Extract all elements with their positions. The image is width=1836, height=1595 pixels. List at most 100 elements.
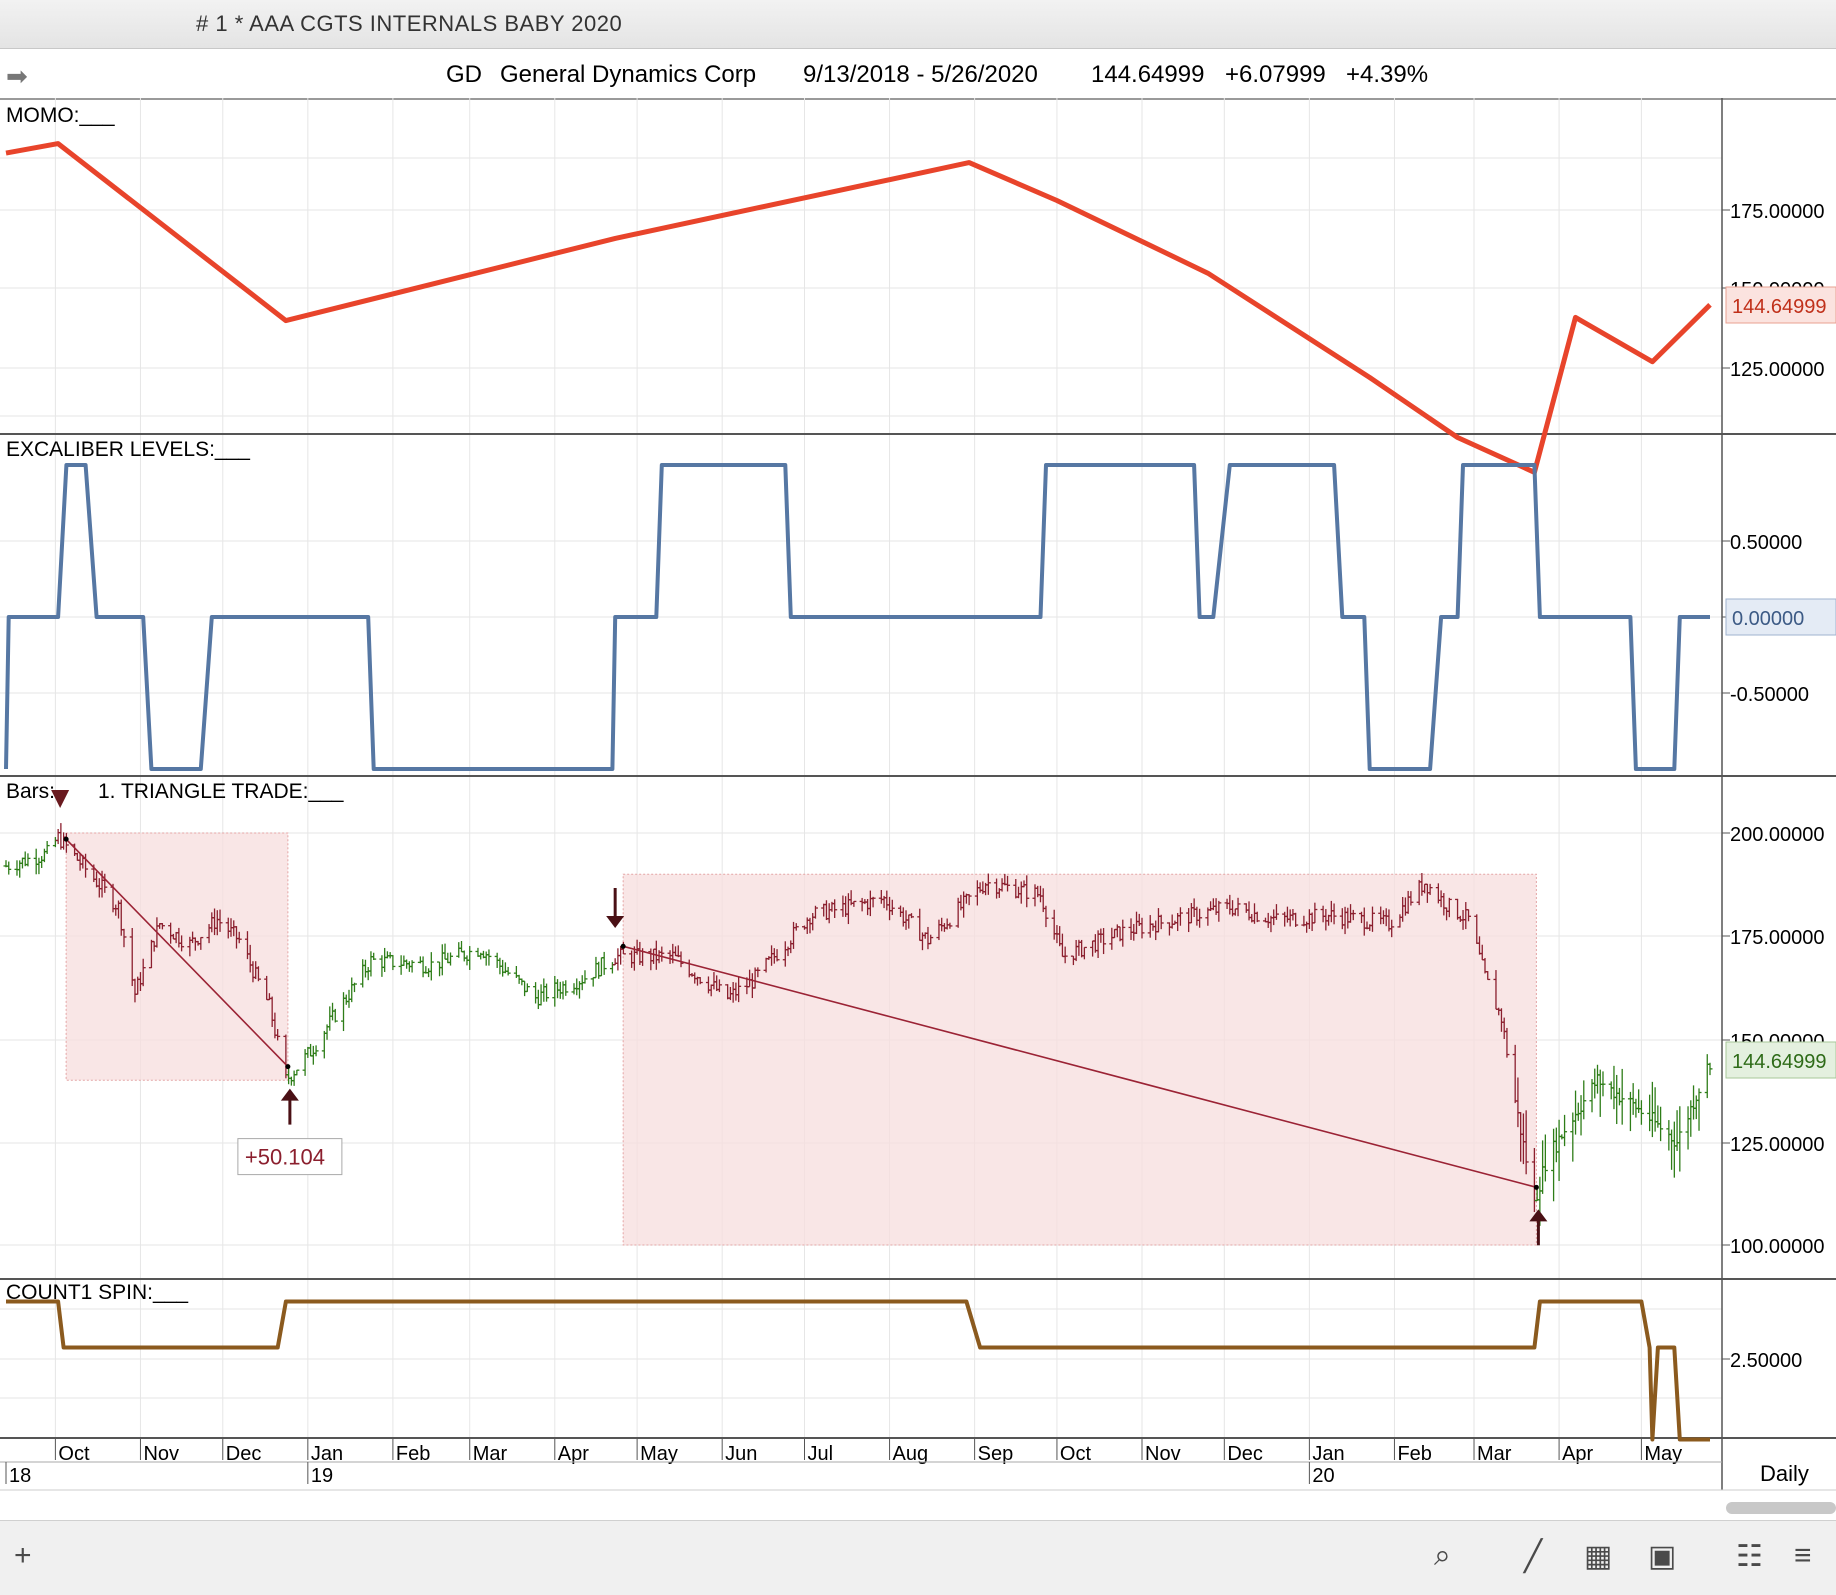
- ohlc-bar: [522, 980, 528, 997]
- ohlc-bar: [1466, 909, 1472, 922]
- ohlc-bar: [519, 978, 525, 986]
- ohlc-bar: [1485, 971, 1491, 981]
- ticker-symbol[interactable]: GD: [446, 61, 482, 88]
- ohlc-bar: [456, 942, 462, 958]
- ohlc-bar: [371, 952, 377, 960]
- panel-icon[interactable]: ▣: [1648, 1540, 1677, 1573]
- month-label: Jan: [1312, 1443, 1344, 1465]
- ohlc-bar: [947, 922, 953, 929]
- ohlc-bar: [1630, 1083, 1636, 1115]
- entry-down-arrow-icon: [51, 790, 70, 808]
- ohlc-bar: [58, 823, 64, 850]
- ohlc-bar: [505, 966, 511, 976]
- ohlc-bar: [55, 829, 61, 845]
- symbol-header: ➡ GD General Dynamics Corp 9/13/2018 - 5…: [0, 49, 1836, 100]
- period-selector[interactable]: Daily: [1760, 1461, 1809, 1486]
- ohlc-bar: [442, 943, 448, 960]
- ohlc-bar: [609, 962, 615, 974]
- ohlc-bar: [41, 848, 47, 863]
- excaliber-last-value: 0.00000: [1732, 608, 1804, 630]
- last-price: 144.64999: [1091, 61, 1205, 88]
- ohlc-bar: [678, 951, 684, 968]
- ohlc-bar: [1408, 891, 1414, 906]
- ohlc-bar: [198, 936, 204, 950]
- ohlc-bar: [1504, 1027, 1510, 1058]
- ohlc-bar: [1688, 1100, 1694, 1137]
- grid-icon[interactable]: ▦: [1584, 1540, 1613, 1573]
- ohlc-bar: [417, 956, 423, 964]
- ohlc-bar: [1649, 1081, 1655, 1138]
- ohlc-bar: [590, 976, 596, 987]
- trade-box: [622, 873, 1537, 1246]
- ohlc-bar: [736, 976, 742, 1003]
- y-tick-label: 100.00000: [1730, 1236, 1825, 1258]
- month-label: Apr: [1562, 1443, 1593, 1465]
- ohlc-bar: [1658, 1106, 1664, 1142]
- percent-change: +4.39%: [1346, 61, 1429, 88]
- ohlc-bar: [1389, 919, 1395, 938]
- ohlc-bar: [332, 1008, 338, 1023]
- ohlc-bar: [439, 944, 445, 976]
- ohlc-bar: [102, 873, 108, 893]
- search-icon[interactable]: ⌕: [1434, 1539, 1451, 1572]
- add-icon[interactable]: +: [14, 1539, 32, 1572]
- month-label: Nov: [1145, 1443, 1181, 1465]
- forward-arrow-icon[interactable]: ➡: [6, 61, 28, 91]
- ohlc-bar: [1619, 1068, 1625, 1125]
- entry-down-arrow-head: [606, 916, 625, 928]
- ohlc-bar: [382, 947, 388, 973]
- ohlc-bar: [1235, 897, 1241, 917]
- month-label: Jul: [807, 1443, 833, 1465]
- ohlc-bar: [909, 913, 915, 919]
- trade-entry-dot: [63, 836, 69, 842]
- ohlc-bar: [1427, 883, 1433, 895]
- ohlc-bar: [966, 894, 972, 906]
- trade-profit-box: [237, 1138, 343, 1176]
- ohlc-bar: [1331, 903, 1337, 925]
- year-label: 20: [1312, 1465, 1334, 1487]
- ohlc-bar: [1581, 1080, 1587, 1120]
- y-tick-label: 125.00000: [1730, 359, 1825, 381]
- ohlc-bar: [1573, 1090, 1579, 1135]
- momo-line: [5, 141, 1712, 475]
- chart-line-icon[interactable]: ╱: [1524, 1540, 1543, 1573]
- ohlc-bar: [39, 856, 45, 868]
- ohlc-bar: [275, 1028, 281, 1041]
- bars-last-value-box: [1725, 1041, 1836, 1079]
- book-icon[interactable]: ☷: [1736, 1540, 1763, 1573]
- month-label: Dec: [1227, 1443, 1263, 1465]
- date-range: 9/13/2018 - 5/26/2020: [803, 61, 1038, 88]
- ohlc-bar: [1101, 928, 1107, 955]
- ohlc-bar: [1523, 1110, 1529, 1175]
- ohlc-bar: [426, 968, 432, 978]
- ohlc-bar: [1691, 1085, 1697, 1120]
- month-label: Nov: [143, 1443, 179, 1465]
- bottom-toolbar: + ⌕ ╱ ▦ ▣ ☷ ≡: [0, 1520, 1836, 1595]
- ohlc-bar: [1293, 912, 1299, 927]
- momo-last-value: 144.64999: [1732, 296, 1827, 318]
- ohlc-bar: [409, 960, 415, 973]
- ohlc-bar: [14, 860, 20, 876]
- excaliber-line: [4, 463, 1710, 771]
- exit-up-arrow-icon: [1529, 1209, 1548, 1222]
- month-label: Oct: [58, 1443, 90, 1465]
- ohlc-bar: [1043, 905, 1049, 928]
- ohlc-bar: [555, 979, 561, 999]
- ohlc-bar: [1636, 1089, 1642, 1113]
- ohlc-bar: [1446, 897, 1452, 918]
- ohlc-bar: [448, 952, 454, 966]
- bars-pane-title: Bars:: [6, 780, 55, 803]
- ohlc-bar: [1707, 1062, 1713, 1076]
- month-label: Apr: [558, 1443, 589, 1465]
- ohlc-bar: [541, 978, 547, 1002]
- ohlc-bar: [308, 1043, 314, 1057]
- ohlc-bar: [593, 956, 599, 979]
- window-title: # 1 * AAA CGTS INTERNALS BABY 2020: [196, 11, 623, 36]
- ohlc-bar: [774, 949, 780, 962]
- chart-area[interactable]: MOMO:___ EXCALIBER LEVELS:___ Bars: 1. TRIA…: [0, 98, 1836, 1502]
- menu-icon[interactable]: ≡: [1794, 1539, 1812, 1572]
- ohlc-bar: [365, 967, 371, 981]
- ohlc-bar: [1005, 875, 1011, 892]
- y-tick-label: -0.50000: [1730, 684, 1809, 706]
- horizontal-scrollbar[interactable]: [1726, 1502, 1836, 1514]
